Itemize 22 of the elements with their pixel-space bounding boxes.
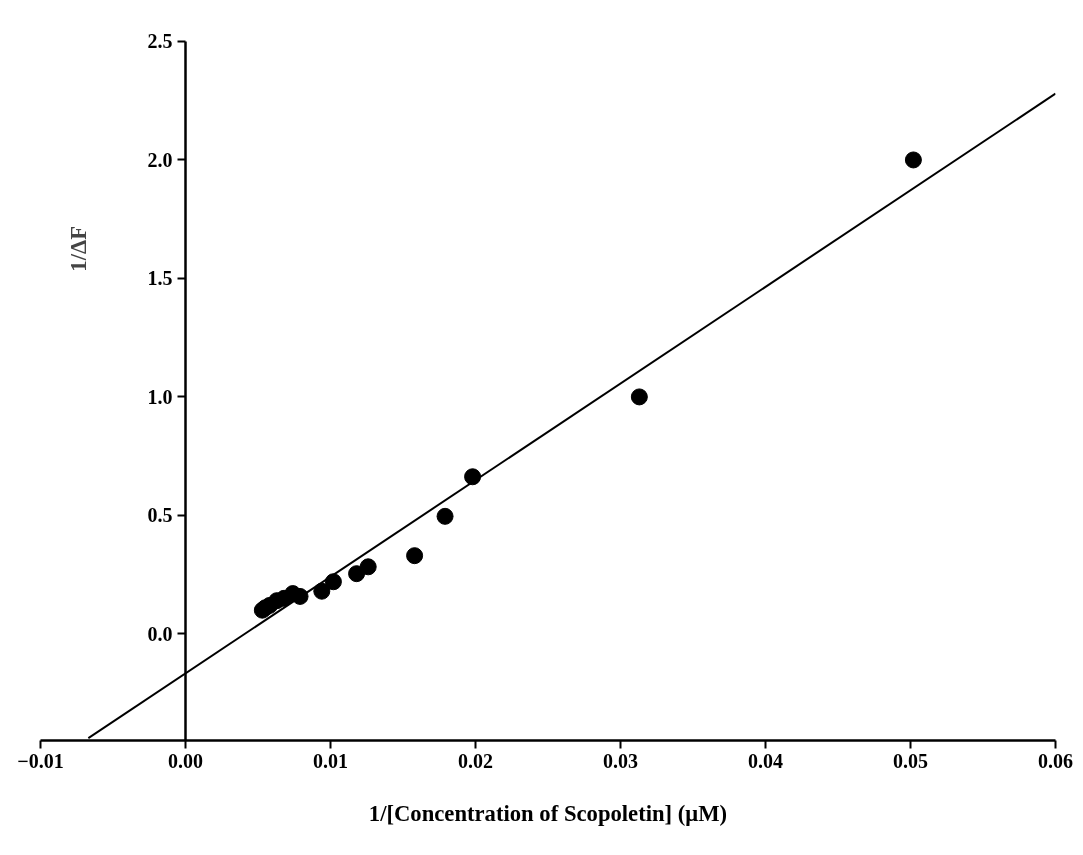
point	[436, 507, 454, 525]
point	[359, 558, 377, 576]
x-tick-label: 0.02	[458, 749, 493, 772]
y-tick-label: 2.0	[147, 148, 173, 171]
point	[406, 547, 424, 565]
x-tick-label: −0.01	[17, 749, 64, 772]
x-tick-label: 0.00	[168, 749, 203, 772]
y-axis-title: 1/ΔF	[66, 225, 92, 272]
point	[904, 151, 922, 169]
x-tick-label: 0.06	[1038, 749, 1073, 772]
y-tick-label: 0.0	[147, 622, 173, 645]
x-axis-title: 1/[Concentration of Scopoletin] (μM)	[368, 800, 728, 826]
x-tick-label: 0.03	[603, 749, 638, 772]
y-tick-label: 2.5	[147, 30, 173, 53]
x-tick-label: 0.05	[893, 749, 928, 772]
y-tick-label: 1.5	[147, 267, 173, 290]
x-tick-label: 0.04	[748, 749, 783, 772]
point	[630, 388, 648, 406]
x-tick-label: 0.01	[313, 749, 348, 772]
y-tick-label: 0.5	[147, 504, 173, 527]
point	[324, 573, 342, 591]
y-tick-label: 1.0	[147, 385, 173, 408]
